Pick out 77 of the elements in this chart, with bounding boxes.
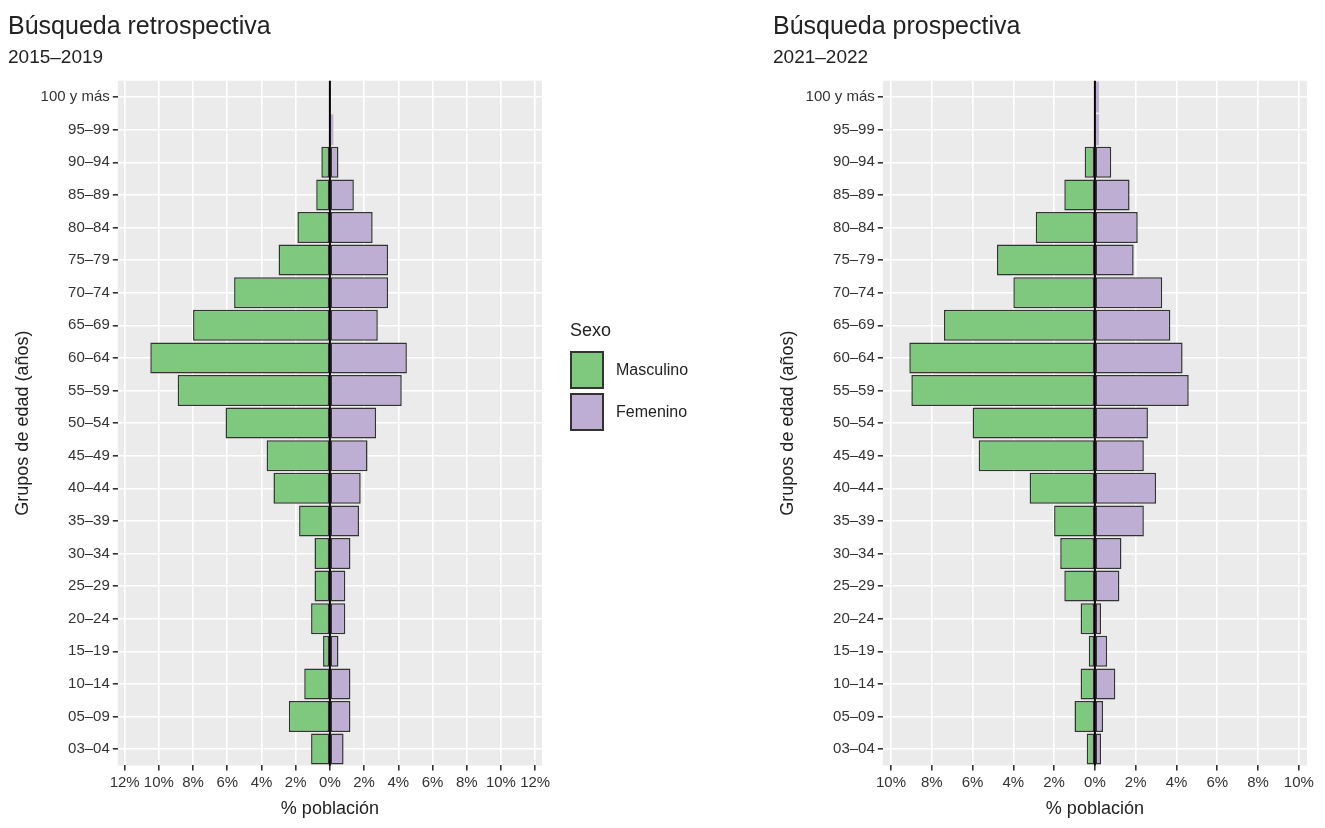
y-tick-label: 50–54 (833, 413, 875, 431)
y-tick-label: 85–89 (833, 185, 875, 203)
x-tick-label: 4% (1002, 772, 1025, 790)
x-tick-label: 6% (1206, 772, 1229, 790)
y-tick-label: 03–04 (68, 739, 110, 757)
x-tick-label: 10% (1283, 772, 1314, 790)
x-tick-label: 4% (1165, 772, 1188, 790)
y-tick-label: 15–19 (68, 641, 110, 659)
y-tick-label: 10–14 (68, 674, 110, 692)
x-tick-label: 6% (421, 772, 444, 790)
x-tick-label: 12% (520, 772, 551, 790)
y-tick-label: 35–39 (68, 511, 110, 529)
y-tick-label: 95–99 (833, 119, 875, 137)
y-tick-label: 50–54 (68, 413, 110, 431)
y-tick-label: 80–84 (68, 217, 110, 235)
chart-title: Búsqueda prospectiva (773, 10, 1021, 39)
y-tick-label: 30–34 (68, 543, 110, 561)
x-tick-label: 8% (455, 772, 478, 790)
x-tick-label: 0% (1084, 772, 1106, 790)
chart-subtitle: 2015–2019 (8, 45, 104, 67)
x-tick-label: 8% (182, 772, 204, 790)
y-tick-label: 90–94 (833, 152, 875, 170)
y-tick-label: 65–69 (833, 315, 875, 333)
legend-label: Masculino (616, 361, 689, 379)
y-tick-label: 60–64 (68, 348, 110, 366)
x-tick-label: 10% (485, 772, 516, 790)
x-tick-label: 2% (1043, 772, 1065, 790)
y-tick-label: 95–99 (68, 119, 110, 137)
y-tick-label: 55–59 (68, 380, 110, 398)
y-tick-label: 85–89 (68, 185, 110, 203)
y-tick-label: 65–69 (68, 315, 110, 333)
y-tick-label: 25–29 (68, 576, 110, 594)
y-tick-label: 60–64 (833, 348, 875, 366)
chart-title: Búsqueda retrospectiva (8, 10, 271, 39)
x-tick-label: 12% (109, 772, 140, 790)
x-tick-label: 2% (1124, 772, 1147, 790)
y-tick-label: 15–19 (833, 641, 875, 659)
x-tick-label: 2% (284, 772, 307, 790)
y-tick-label: 30–34 (833, 543, 875, 561)
x-axis-title: % población (280, 798, 379, 819)
x-tick-label: 10% (875, 772, 906, 790)
x-tick-label: 4% (387, 772, 410, 790)
y-axis-title: Grupos de edad (años) (776, 330, 797, 516)
y-tick-label: 80–84 (833, 217, 875, 235)
y-tick-label: 40–44 (68, 478, 110, 496)
y-tick-label: 05–09 (833, 706, 875, 724)
x-tick-label: 2% (353, 772, 375, 790)
y-tick-label: 05–09 (68, 706, 110, 724)
y-tick-label: 03–04 (833, 739, 875, 757)
legend-label: Femenino (616, 403, 688, 421)
x-tick-label: 6% (961, 772, 984, 790)
x-tick-label: 8% (920, 772, 943, 790)
y-tick-label: 20–24 (68, 608, 110, 626)
x-tick-label: 10% (143, 772, 174, 790)
y-tick-label: 70–74 (68, 282, 110, 300)
y-tick-label: 100 y más (40, 87, 110, 105)
y-tick-label: 75–79 (68, 250, 110, 268)
y-tick-label: 10–14 (833, 674, 875, 692)
y-tick-label: 75–79 (833, 250, 875, 268)
y-tick-label: 45–49 (833, 445, 875, 463)
x-tick-label: 4% (250, 772, 273, 790)
y-tick-label: 55–59 (833, 380, 875, 398)
legend-title: Sexo (570, 320, 613, 341)
x-tick-label: 6% (216, 772, 239, 790)
y-tick-label: 40–44 (833, 478, 875, 496)
y-tick-label: 25–29 (833, 576, 875, 594)
chart-subtitle: 2021–2022 (773, 45, 869, 67)
y-tick-label: 90–94 (68, 152, 110, 170)
x-tick-label: 0% (319, 772, 341, 790)
y-tick-label: 35–39 (833, 511, 875, 529)
y-axis-title: Grupos de edad (años) (11, 330, 32, 516)
y-tick-label: 70–74 (833, 282, 875, 300)
x-tick-label: 8% (1247, 772, 1269, 790)
y-tick-label: 45–49 (68, 445, 110, 463)
x-axis-title: % población (1045, 798, 1144, 819)
y-tick-label: 100 y más (805, 87, 875, 105)
y-tick-label: 20–24 (833, 608, 875, 626)
